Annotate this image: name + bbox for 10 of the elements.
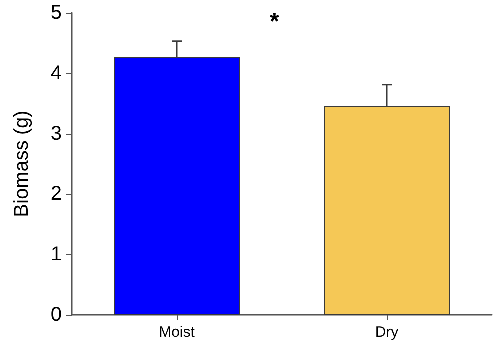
y-tick-label: 2	[50, 183, 62, 206]
y-tick-label: 1	[50, 244, 62, 266]
y-tick-label: 5	[50, 2, 62, 24]
x-tick-label: Dry	[375, 324, 400, 341]
y-tick-label: 3	[50, 122, 62, 145]
y-tick-label: 0	[50, 304, 62, 326]
x-tick-label: Moist	[159, 324, 196, 341]
y-tick-label: 4	[50, 62, 62, 84]
annotation: *	[270, 8, 280, 36]
y-axis-title: Biomass (g)	[11, 110, 33, 218]
